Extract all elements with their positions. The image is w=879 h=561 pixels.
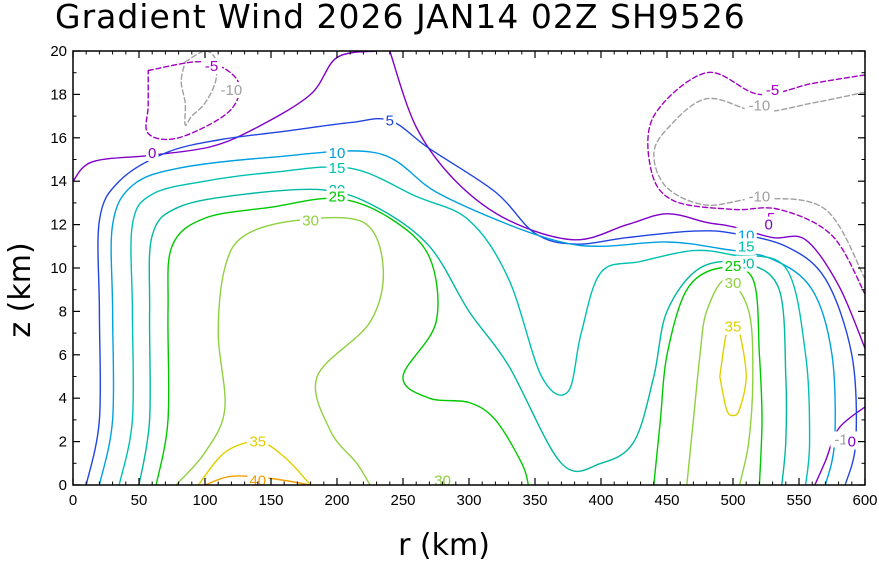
contour-label-bg xyxy=(326,188,348,205)
y-tick-label: 6 xyxy=(59,347,67,364)
contour-label--5-2: -5 xyxy=(766,82,779,99)
y-tick-label: 4 xyxy=(59,390,67,407)
contour-label-bg xyxy=(722,275,744,292)
y-axis-label: z (km) xyxy=(3,242,38,337)
contour-10-0 xyxy=(98,150,836,485)
contour-25-1 xyxy=(653,266,763,485)
contour-label-bg xyxy=(762,82,784,99)
x-tick-label: 0 xyxy=(69,492,77,509)
contour-5-0 xyxy=(85,117,858,485)
contour-25-0 xyxy=(155,197,530,485)
contour-label-bg xyxy=(762,216,775,233)
x-tick-label: 300 xyxy=(456,492,481,509)
contour-label--10-2: -10 xyxy=(749,97,771,114)
y-axis: 0 2 4 6 8 10 12 14 16 18 20 xyxy=(50,43,865,494)
x-axis: 0 50 100 150 200 250 300 350 400 450 500 550 600 xyxy=(69,51,878,509)
contour-label-bg xyxy=(300,212,322,229)
y-tick-label: 8 xyxy=(59,303,67,320)
contour-label-15-1: 15 xyxy=(738,238,755,255)
chart-title: Gradient Wind 2026 JAN14 02Z SH9526 xyxy=(55,0,746,36)
y-tick-label: 20 xyxy=(50,43,67,60)
contour-label-bg xyxy=(326,160,348,177)
contour-label-10-0: 10 xyxy=(329,145,346,162)
x-tick-label: 400 xyxy=(588,492,613,509)
contour-label-5-0: 5 xyxy=(386,112,394,129)
contour-label-bg xyxy=(432,472,454,485)
contour-30-0 xyxy=(175,216,385,485)
contour-0-0 xyxy=(73,51,378,182)
contour-0-1 xyxy=(389,51,865,349)
contour-label-0-2: 0 xyxy=(848,434,856,451)
y-tick-label: 10 xyxy=(50,260,67,277)
contour-label-bg xyxy=(247,472,269,485)
contour-label-25-1: 25 xyxy=(725,258,742,275)
contour-label--10-1: -10 xyxy=(749,188,771,205)
contour-label-bg xyxy=(326,144,348,161)
contour--10-0 xyxy=(180,51,218,126)
x-tick-label: 450 xyxy=(654,492,679,509)
contour-label-bg xyxy=(744,188,775,205)
contour-label-bg xyxy=(735,238,757,255)
y-tick-label: 2 xyxy=(59,434,67,451)
x-tick-label: 200 xyxy=(324,492,349,509)
y-tick-label: 18 xyxy=(50,86,67,103)
x-tick-label: 150 xyxy=(258,492,283,509)
contour-label-0-0: 0 xyxy=(148,145,156,162)
y-tick-label: 16 xyxy=(50,130,67,147)
contour-label-bg xyxy=(201,58,223,75)
contour-label-bg xyxy=(722,257,744,274)
contour-label-bg xyxy=(216,82,247,99)
contour-35-1 xyxy=(719,321,747,417)
contour-label-25-0: 25 xyxy=(329,188,346,205)
y-tick-label: 0 xyxy=(59,477,67,494)
contour-label-30-1: 30 xyxy=(725,275,742,292)
x-axis-label: r (km) xyxy=(398,528,490,561)
y-tick-label: 12 xyxy=(50,217,67,234)
contour-label-40-0: 40 xyxy=(249,473,266,490)
contour-label-bg xyxy=(744,97,775,114)
contour-label-bg xyxy=(722,318,744,335)
contour-label-bg xyxy=(247,433,269,450)
y-tick-label: 14 xyxy=(50,173,67,190)
contour-label--5-0: -5 xyxy=(205,58,218,75)
contour--5-0 xyxy=(145,60,241,141)
contour-20-0 xyxy=(138,188,788,485)
contour-label-30-2: 30 xyxy=(434,473,451,490)
x-tick-label: 600 xyxy=(852,492,877,509)
contour-label-bg xyxy=(145,144,159,161)
contour-label-35-1: 35 xyxy=(725,319,742,336)
x-tick-label: 100 xyxy=(192,492,217,509)
x-tick-label: 50 xyxy=(131,492,148,509)
x-tick-label: 250 xyxy=(390,492,415,509)
x-tick-label: 500 xyxy=(720,492,745,509)
x-tick-label: 550 xyxy=(786,492,811,509)
contour-30-1 xyxy=(686,278,754,485)
contour-label--10-0: -10 xyxy=(221,82,243,99)
contour-label-35-0: 35 xyxy=(249,434,266,451)
contour-label-15-0: 15 xyxy=(329,160,346,177)
contour-label-0-1: 0 xyxy=(764,217,772,234)
x-tick-label: 350 xyxy=(522,492,547,509)
contour-labels: -10-10-10-10-5-5-50005101015152020252530… xyxy=(145,58,860,490)
contour-label-30-0: 30 xyxy=(302,212,319,229)
contour-15-0 xyxy=(118,166,811,485)
contour-label-bg xyxy=(383,112,397,129)
contour-label-bg xyxy=(845,433,859,450)
